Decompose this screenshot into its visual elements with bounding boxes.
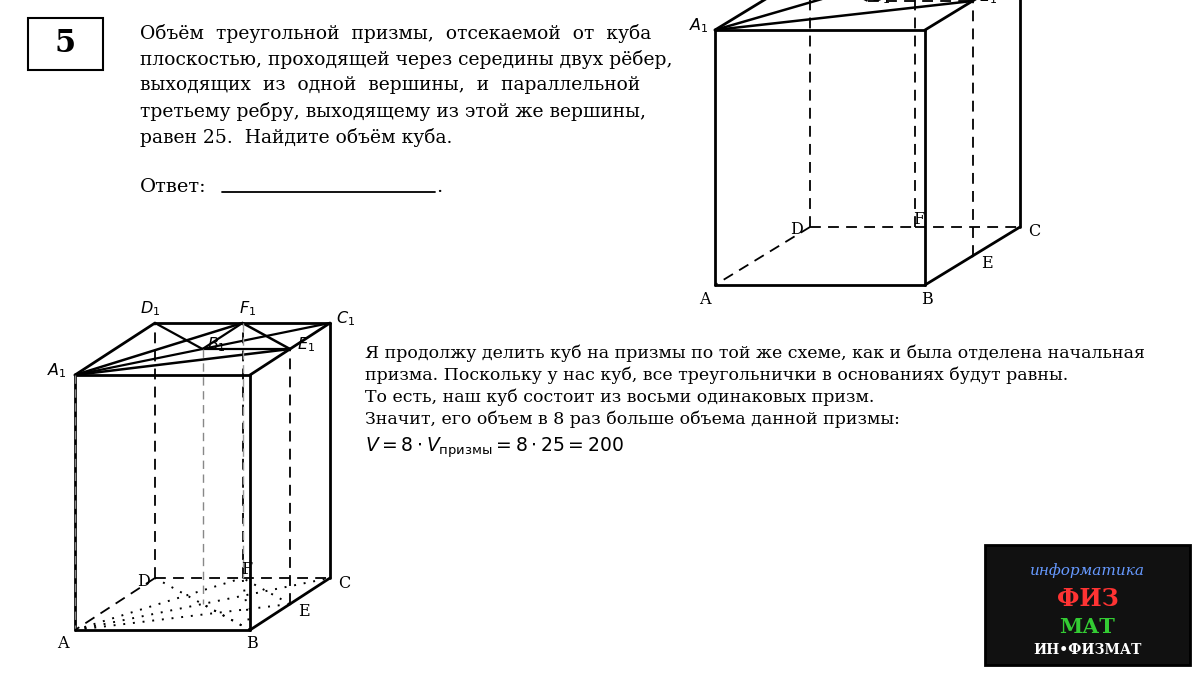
Text: F: F — [241, 560, 252, 578]
Text: .: . — [436, 178, 443, 196]
Text: $A_1$: $A_1$ — [689, 17, 709, 35]
Bar — [985, 545, 1190, 665]
Text: $C_1$: $C_1$ — [336, 310, 355, 328]
Text: E: E — [980, 256, 992, 273]
Text: третьему ребру, выходящему из этой же вершины,: третьему ребру, выходящему из этой же ве… — [140, 102, 646, 121]
Text: равен 25.  Найдите объём куба.: равен 25. Найдите объём куба. — [140, 128, 452, 147]
Text: A: A — [58, 635, 68, 653]
Text: То есть, наш куб состоит из восьми одинаковых призм.: То есть, наш куб состоит из восьми одина… — [365, 389, 875, 406]
Text: $E_1$: $E_1$ — [979, 0, 997, 6]
Bar — [28, 18, 103, 70]
Text: $B_1$: $B_1$ — [208, 335, 226, 354]
Text: плоскостью, проходящей через середины двух рёбер,: плоскостью, проходящей через середины дв… — [140, 50, 672, 69]
Text: $F_1$: $F_1$ — [239, 300, 256, 319]
Text: C: C — [338, 574, 350, 591]
Text: Ответ:: Ответ: — [140, 178, 206, 196]
Text: Я продолжу делить куб на призмы по той же схеме, как и была отделена начальная: Я продолжу делить куб на призмы по той ж… — [365, 345, 1145, 362]
Text: B: B — [246, 635, 258, 653]
Text: E: E — [298, 603, 310, 620]
Text: Значит, его объем в 8 раз больше объема данной призмы:: Значит, его объем в 8 раз больше объема … — [365, 411, 900, 429]
Text: призма. Поскольку у нас куб, все треугольнички в основаниях будут равны.: призма. Поскольку у нас куб, все треугол… — [365, 367, 1068, 385]
Text: выходящих  из  одной  вершины,  и  параллельной: выходящих из одной вершины, и параллельн… — [140, 76, 641, 94]
Text: D: D — [790, 221, 803, 238]
Text: МАТ: МАТ — [1060, 617, 1116, 637]
Text: F: F — [913, 211, 924, 227]
Text: C: C — [1028, 223, 1040, 240]
Text: 5: 5 — [55, 28, 76, 59]
Text: ФИЗ: ФИЗ — [1057, 587, 1118, 611]
Text: $V = 8 \cdot V_{\rm{призмы}} = 8 \cdot 25 = 200$: $V = 8 \cdot V_{\rm{призмы}} = 8 \cdot 2… — [365, 435, 624, 460]
Text: $B_1$: $B_1$ — [872, 0, 890, 6]
Text: $D_1$: $D_1$ — [140, 300, 160, 319]
Text: ИН•ФИЗМАТ: ИН•ФИЗМАТ — [1033, 643, 1141, 657]
Text: B: B — [922, 290, 932, 308]
Text: Объём  треугольной  призмы,  отсекаемой  от  куба: Объём треугольной призмы, отсекаемой от … — [140, 24, 652, 43]
Text: A: A — [700, 290, 710, 308]
Text: информатика: информатика — [1030, 563, 1145, 578]
Text: D: D — [137, 572, 149, 589]
Text: $E_1$: $E_1$ — [296, 335, 316, 354]
Text: $A_1$: $A_1$ — [47, 362, 67, 380]
